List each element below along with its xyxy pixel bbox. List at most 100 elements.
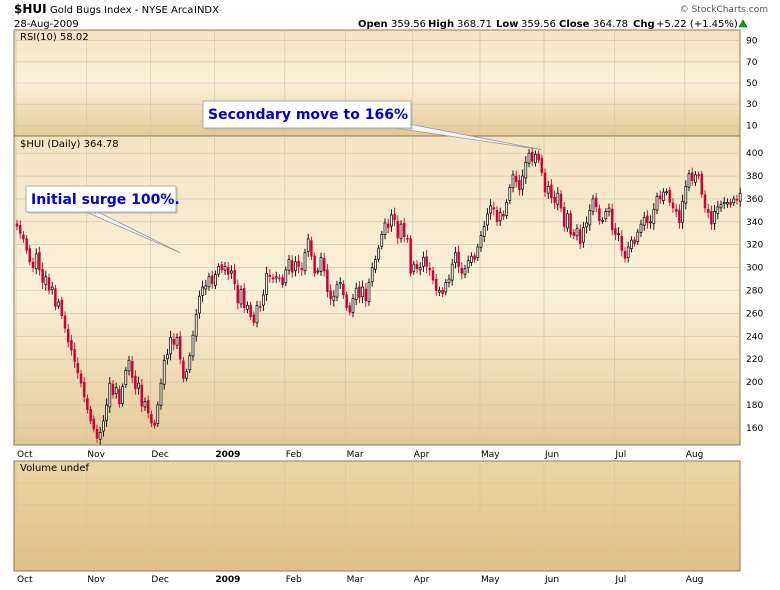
candle — [706, 203, 710, 219]
candle — [684, 180, 688, 210]
price-tick-label: 280 — [746, 287, 763, 297]
candle — [316, 267, 320, 275]
candle — [246, 301, 249, 314]
candle — [527, 149, 531, 168]
candle — [694, 171, 697, 187]
candle — [690, 167, 694, 186]
candle — [444, 279, 448, 296]
candle — [655, 192, 659, 215]
candle — [479, 231, 483, 252]
candle — [674, 203, 678, 217]
candle — [44, 270, 48, 291]
candle — [220, 261, 224, 274]
candle — [198, 290, 201, 319]
candle — [236, 279, 240, 310]
candle — [255, 300, 259, 328]
candle — [54, 284, 57, 311]
candle — [319, 252, 323, 276]
candle — [482, 220, 486, 243]
price-tick-label: 240 — [746, 332, 763, 342]
candle — [543, 168, 547, 197]
x-tick-label: Aug — [686, 575, 704, 585]
candle — [25, 235, 28, 254]
candle — [230, 265, 233, 279]
candle — [658, 190, 662, 205]
candle — [566, 209, 569, 232]
candle — [495, 206, 499, 226]
candle — [514, 170, 518, 188]
candle — [630, 236, 633, 253]
candle — [598, 204, 601, 225]
candle — [530, 147, 534, 167]
candle — [92, 415, 96, 433]
candle — [412, 260, 416, 275]
candle — [406, 234, 409, 243]
candle — [47, 273, 51, 295]
candle — [82, 377, 86, 403]
watermark: © StockCharts.com — [680, 5, 768, 15]
series-label: $HUI (Daily) 364.78 — [20, 139, 119, 150]
candle — [313, 252, 316, 277]
candle — [130, 355, 134, 383]
candle — [300, 262, 304, 276]
candle — [137, 376, 140, 395]
candle — [415, 259, 419, 274]
candle — [367, 278, 371, 306]
candle — [156, 401, 160, 427]
candle — [233, 263, 236, 291]
candle — [390, 209, 393, 232]
exchange-label: INDX — [194, 5, 219, 16]
candle — [511, 170, 515, 193]
rsi-label: RSI(10) 58.02 — [20, 32, 89, 43]
candle — [348, 302, 352, 316]
candle — [22, 231, 25, 243]
candle — [697, 171, 700, 180]
price-tick-label: 180 — [746, 401, 763, 411]
candle — [185, 368, 188, 382]
candle — [140, 378, 144, 413]
candle — [172, 333, 176, 351]
annotation-text: Initial surge 100%. — [31, 192, 180, 208]
candle — [354, 282, 358, 306]
open-label: Open — [358, 19, 388, 30]
candle — [617, 227, 620, 242]
candle — [50, 281, 54, 295]
candle — [646, 210, 649, 229]
candle — [402, 217, 406, 242]
candle — [60, 296, 64, 320]
candle — [607, 203, 611, 217]
candle — [729, 198, 732, 208]
candle — [588, 204, 592, 231]
candle — [150, 410, 153, 428]
candle — [34, 248, 38, 275]
candle — [86, 394, 89, 414]
symbol-label: $HUI — [14, 2, 47, 16]
x-tick-label: Nov — [87, 575, 105, 585]
candle — [226, 262, 230, 280]
candle — [710, 205, 713, 230]
candle — [575, 224, 579, 241]
candle — [671, 198, 675, 213]
candle — [732, 195, 736, 207]
x-tick-label: Apr — [414, 575, 430, 585]
candle — [716, 200, 720, 220]
candle — [434, 274, 438, 296]
low-label: Low — [496, 19, 518, 30]
candle — [639, 219, 643, 237]
rsi-tick-label: 30 — [746, 100, 758, 110]
close-value: 364.78 — [593, 19, 628, 30]
candle — [252, 311, 256, 326]
candle — [364, 282, 368, 307]
x-tick-label: May — [481, 450, 500, 460]
candle — [28, 245, 32, 266]
price-tick-label: 300 — [746, 264, 763, 274]
candle — [214, 270, 217, 290]
candle — [31, 257, 35, 273]
candle — [374, 255, 377, 274]
candle — [431, 266, 435, 285]
candle — [652, 203, 656, 230]
candle — [633, 236, 636, 247]
candle — [332, 290, 336, 307]
candle — [306, 233, 310, 257]
candle — [143, 397, 147, 411]
